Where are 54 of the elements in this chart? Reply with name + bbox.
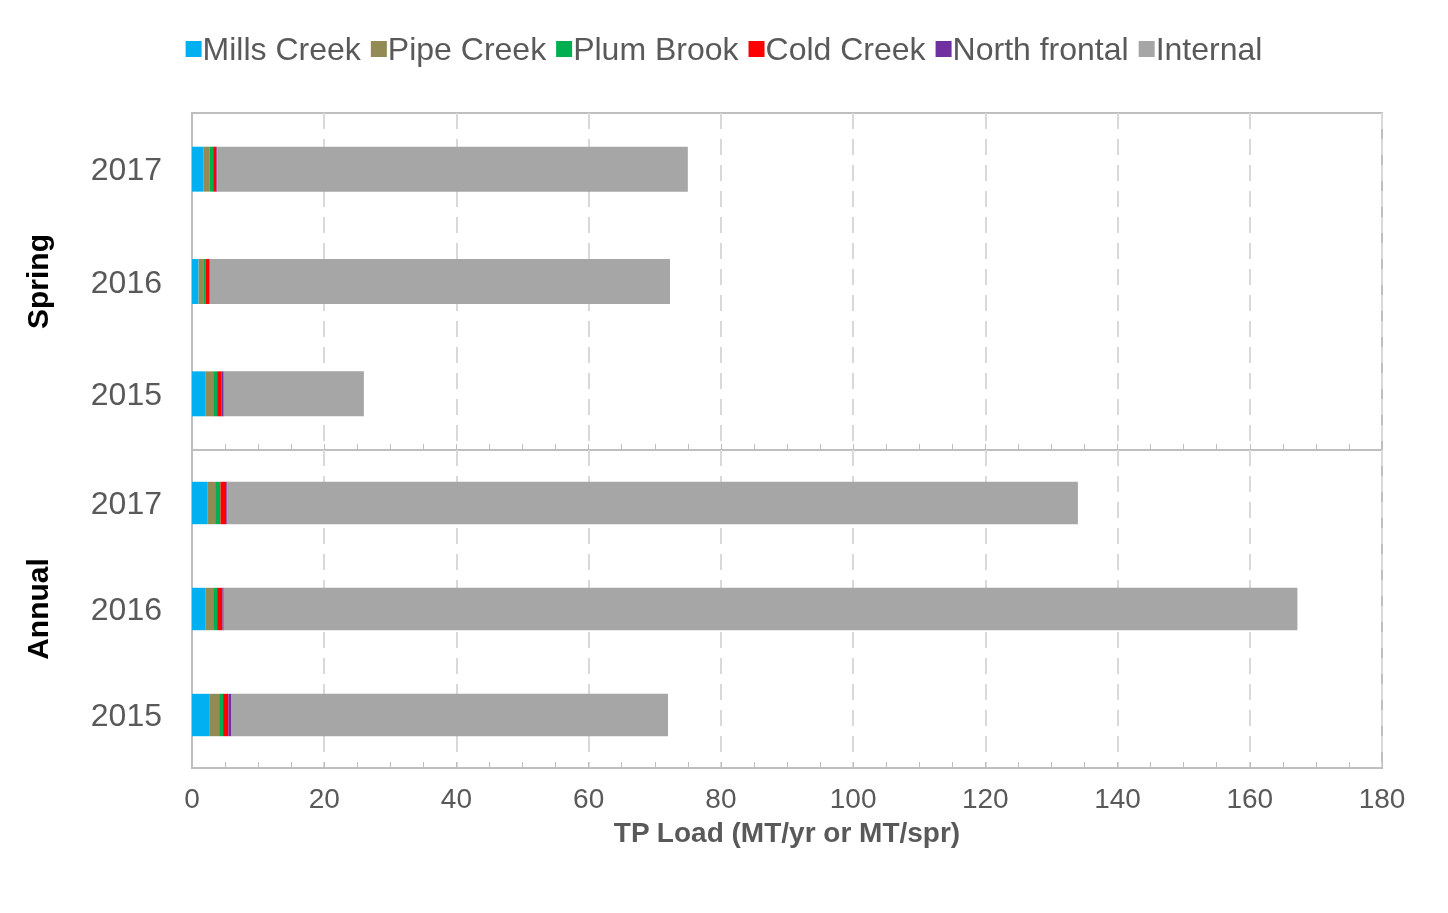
bar [192, 587, 206, 631]
bar [205, 259, 210, 304]
bar [220, 481, 227, 525]
legend-label: Pipe Creek [387, 31, 548, 67]
bar [203, 259, 206, 304]
bar [209, 146, 214, 192]
y-tick-label: 2017 [90, 485, 162, 521]
bar [231, 693, 668, 737]
bar [203, 146, 210, 192]
x-tick-label: 140 [1094, 782, 1141, 814]
bar [209, 259, 670, 304]
y-axis-title: Spring [20, 234, 54, 329]
bar [228, 693, 232, 737]
bar [217, 587, 223, 631]
bar [192, 371, 206, 417]
bar [192, 693, 210, 737]
x-axis-title: TP Load (MT/yr or MT/spr) [613, 816, 961, 848]
legend-label: Mills Creek [202, 31, 362, 67]
legend-label: Cold Creek [765, 31, 927, 67]
x-tick-label: 160 [1226, 782, 1274, 814]
y-tick-label: 2016 [90, 591, 162, 627]
y-axis-title: Annual [20, 558, 54, 660]
bar [205, 587, 214, 631]
x-tick-label: 40 [440, 782, 473, 814]
bar [223, 371, 364, 417]
bar [213, 371, 218, 417]
bar [213, 587, 218, 631]
y-tick-label: 2017 [90, 151, 162, 188]
legend-label: Plum Brook [573, 31, 740, 67]
y-tick-label: 2015 [90, 697, 162, 733]
bar [223, 587, 1298, 631]
y-tick-label: 2015 [90, 375, 162, 412]
bar [192, 481, 208, 525]
bar [207, 481, 216, 525]
bar [205, 371, 214, 417]
x-tick-label: 0 [184, 782, 200, 814]
bar [217, 146, 688, 192]
x-tick-label: 100 [829, 782, 877, 814]
bar [192, 259, 199, 304]
bar [209, 693, 220, 737]
bar [223, 693, 229, 737]
bar [227, 481, 1078, 525]
y-tick-label: 2016 [90, 263, 162, 300]
legend-label: North frontal [952, 31, 1129, 67]
legend-label: Internal [1155, 31, 1263, 67]
x-tick-label: 20 [308, 782, 340, 814]
x-tick-label: 120 [961, 782, 1009, 814]
x-tick-label: 60 [573, 782, 605, 814]
bar [219, 693, 224, 737]
x-tick-label: 180 [1358, 782, 1406, 814]
bar [215, 481, 221, 525]
bar [192, 146, 204, 192]
bar [217, 371, 222, 417]
x-tick-label: 80 [705, 782, 737, 814]
